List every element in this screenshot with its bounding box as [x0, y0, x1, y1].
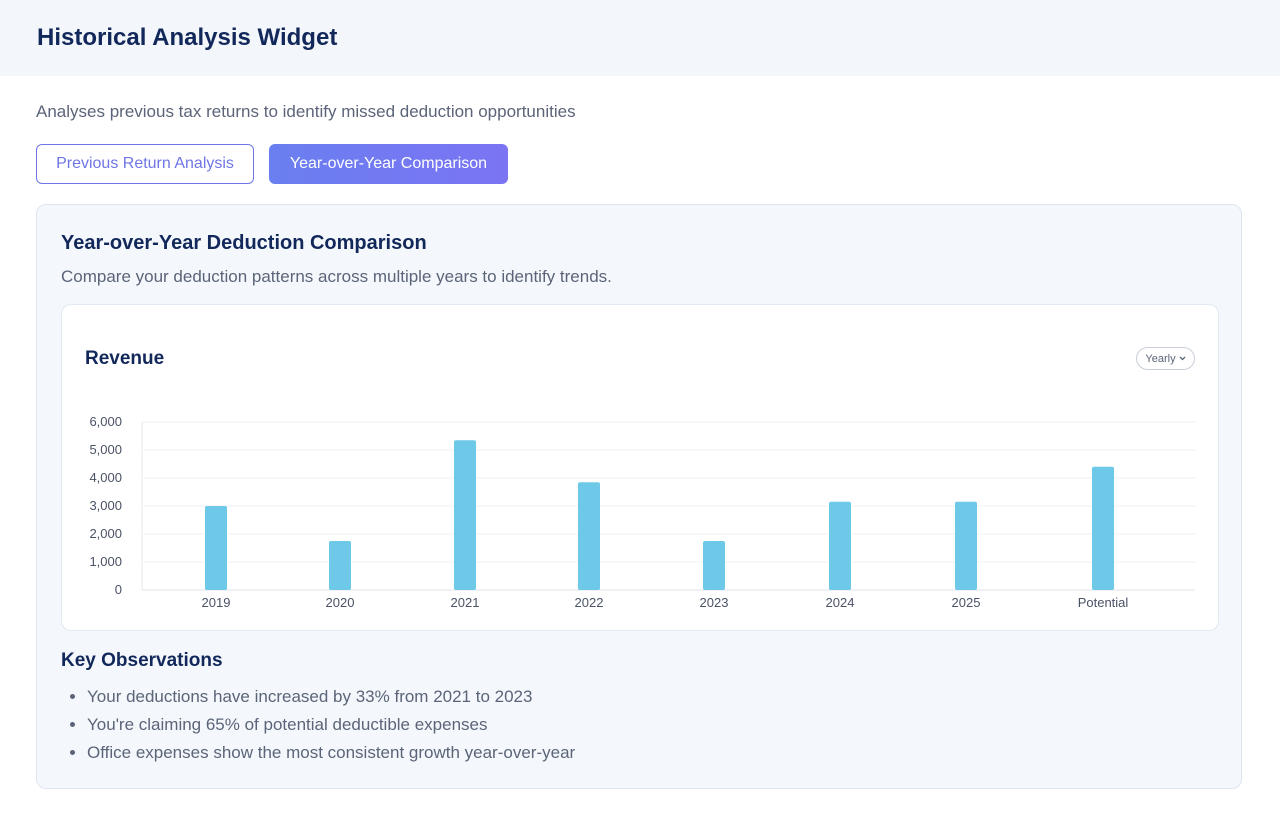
- x-tick-label: 2022: [575, 595, 604, 610]
- y-tick-label: 3,000: [89, 498, 122, 513]
- period-select-value: Yearly: [1145, 352, 1176, 365]
- bar-2021: [454, 440, 476, 590]
- bar-2022: [578, 482, 600, 590]
- y-tick-label: 2,000: [89, 526, 122, 541]
- y-tick-label: 5,000: [89, 442, 122, 457]
- observation-item: Office expenses show the most consistent…: [87, 739, 575, 767]
- section-title: Year-over-Year Deduction Comparison: [61, 232, 427, 254]
- x-tick-label: Potential: [1078, 595, 1129, 610]
- bar-2023: [703, 541, 725, 590]
- observation-item: Your deductions have increased by 33% fr…: [87, 683, 575, 711]
- section-subtitle: Compare your deduction patterns across m…: [61, 267, 612, 286]
- x-tick-label: 2023: [700, 595, 729, 610]
- comparison-panel: Year-over-Year Deduction Comparison Comp…: [36, 204, 1242, 789]
- x-tick-label: 2025: [952, 595, 981, 610]
- tab-year-over-year-comparison[interactable]: Year-over-Year Comparison: [269, 144, 508, 184]
- y-tick-label: 6,000: [89, 414, 122, 429]
- y-tick-label: 4,000: [89, 470, 122, 485]
- x-tick-label: 2019: [202, 595, 231, 610]
- y-tick-label: 1,000: [89, 554, 122, 569]
- revenue-bar-chart: 0 1,000 2,000 3,000 4,000 5,000 6,000 2019 2020 2…: [89, 414, 1195, 610]
- bar-2024: [829, 501, 851, 590]
- observations-title: Key Observations: [61, 650, 223, 671]
- bar-2019: [205, 506, 227, 590]
- x-tick-label: 2024: [826, 595, 855, 610]
- y-tick-label: 0: [115, 582, 122, 597]
- bar-2020: [329, 541, 351, 590]
- chevron-down-icon: [1179, 356, 1186, 361]
- chart-card: Revenue Yearly 0 1,000 2,000 3,000 4,000 5,00…: [61, 304, 1219, 631]
- observations-list: Your deductions have increased by 33% fr…: [87, 683, 575, 767]
- bar-2025: [955, 501, 977, 590]
- observation-item: You're claiming 65% of potential deducti…: [87, 711, 575, 739]
- tab-previous-return-analysis[interactable]: Previous Return Analysis: [36, 144, 254, 184]
- x-tick-label: 2021: [451, 595, 480, 610]
- header: Historical Analysis Widget: [0, 0, 1280, 76]
- x-tick-label: 2020: [326, 595, 355, 610]
- widget-description: Analyses previous tax returns to identif…: [36, 102, 576, 121]
- chart-title: Revenue: [85, 348, 165, 369]
- page-title: Historical Analysis Widget: [37, 24, 338, 51]
- bar-potential: [1092, 466, 1114, 590]
- period-select[interactable]: Yearly: [1136, 347, 1195, 370]
